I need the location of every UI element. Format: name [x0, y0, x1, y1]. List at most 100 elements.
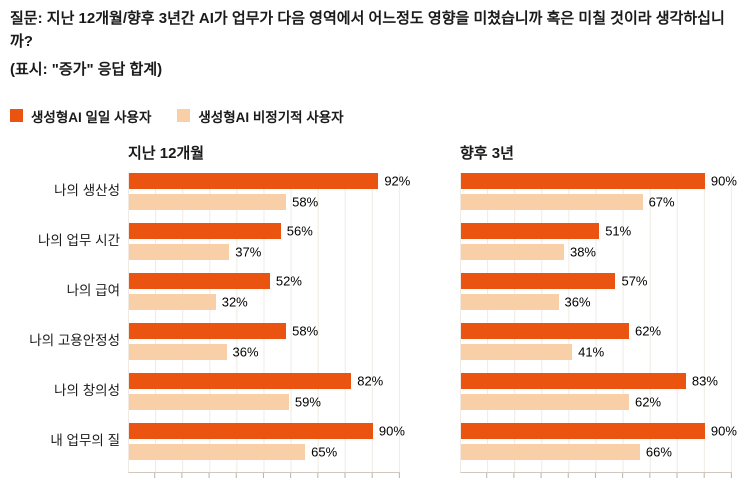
- panel-title-next: 향후 3년: [460, 144, 514, 162]
- value-label: 41%: [578, 344, 605, 359]
- bar-daily-user: [461, 422, 705, 439]
- panel-title-past: 지난 12개월: [128, 144, 205, 162]
- legend-swatch-daily-icon: [10, 109, 23, 122]
- bar-track: 62%: [461, 393, 732, 410]
- bar-daily-user: [129, 422, 373, 439]
- bar-occasional-user: [129, 343, 227, 360]
- legend-label-occasional: 생성형AI 비정기적 사용자: [198, 109, 344, 125]
- bar-group: 56% 37%: [129, 222, 400, 273]
- category-label: 내 업무의 질: [50, 433, 120, 449]
- bar-daily-user: [129, 372, 352, 389]
- panel-next-3-years: 향후 3년 90% 67% 51% 38% 57% 36% 62% 41% 83% 62% 90% 6…: [460, 144, 737, 478]
- bar-track: 65%: [129, 443, 400, 460]
- bar-track: 66%: [461, 443, 732, 460]
- bar-track: 32%: [129, 293, 400, 310]
- value-label: 62%: [635, 394, 662, 409]
- category-label: 나의 창의성: [54, 383, 120, 399]
- bar-track: 67%: [461, 193, 732, 210]
- legend-item-daily: 생성형AI 일일 사용자: [10, 106, 151, 126]
- bar-occasional-user: [461, 243, 564, 260]
- bar-occasional-user: [129, 193, 287, 210]
- value-label: 37%: [235, 244, 262, 259]
- axis-ticks-past: [128, 472, 400, 478]
- chart-legend: 생성형AI 일일 사용자 생성형AI 비정기적 사용자: [10, 106, 735, 126]
- value-label: 83%: [691, 373, 718, 388]
- bar-track: 56%: [129, 222, 400, 239]
- bar-daily-user: [461, 322, 630, 339]
- bar-group: 57% 36%: [461, 272, 732, 323]
- bar-track: 82%: [129, 372, 400, 389]
- category-label: 나의 업무 시간: [37, 233, 120, 249]
- bar-daily-user: [461, 172, 705, 189]
- axis-ticks-next: [460, 472, 732, 478]
- value-label: 66%: [645, 444, 672, 459]
- bar-occasional-user: [461, 343, 573, 360]
- bar-occasional-user: [461, 443, 640, 460]
- value-label: 90%: [710, 173, 737, 188]
- panel-body-next: 90% 67% 51% 38% 57% 36% 62% 41% 83% 62% 90% 66%: [460, 172, 737, 473]
- category-label: 나의 생산성: [54, 183, 120, 199]
- bar-group: 82% 59%: [129, 372, 400, 423]
- value-label: 67%: [648, 194, 675, 209]
- bar-occasional-user: [461, 293, 559, 310]
- bar-track: 59%: [129, 393, 400, 410]
- bar-track: 90%: [461, 172, 737, 189]
- bar-group: 62% 41%: [461, 322, 732, 373]
- panel-body-past: 92% 58% 56% 37% 52% 32% 58% 36% 82% 59% 90% 65%: [128, 172, 410, 473]
- legend-item-occasional: 생성형AI 비정기적 사용자: [177, 106, 344, 126]
- bar-group: 83% 62%: [461, 372, 732, 423]
- value-label: 36%: [564, 294, 591, 309]
- bar-track: 90%: [129, 422, 405, 439]
- value-label: 56%: [286, 223, 313, 238]
- bar-daily-user: [129, 172, 379, 189]
- value-label: 58%: [292, 194, 319, 209]
- category-label: 나의 급여: [66, 283, 120, 299]
- bar-track: 51%: [461, 222, 732, 239]
- bar-group: 51% 38%: [461, 222, 732, 273]
- bar-group: 90% 67%: [461, 172, 737, 223]
- chart-question: 질문: 지난 12개월/향후 3년간 AI가 업무가 다음 영역에서 어느정도 …: [10, 10, 725, 50]
- panel-past-12-months: 지난 12개월 92% 58% 56% 37% 52% 32% 58% 36% 82% 59% 90…: [128, 144, 410, 478]
- legend-swatch-occasional-icon: [177, 109, 191, 122]
- bar-daily-user: [129, 222, 281, 239]
- bar-track: 37%: [129, 243, 400, 260]
- bar-track: 41%: [461, 343, 732, 360]
- bar-track: 36%: [461, 293, 732, 310]
- bar-track: 36%: [129, 343, 400, 360]
- bar-occasional-user: [129, 243, 230, 260]
- bar-occasional-user: [461, 393, 630, 410]
- bar-daily-user: [461, 272, 616, 289]
- value-label: 32%: [221, 294, 248, 309]
- bar-occasional-user: [129, 393, 289, 410]
- bar-track: 83%: [461, 372, 732, 389]
- value-label: 36%: [232, 344, 259, 359]
- survey-chart-page: 질문: 지난 12개월/향후 3년간 AI가 업무가 다음 영역에서 어느정도 …: [10, 8, 737, 478]
- value-label: 92%: [384, 173, 411, 188]
- bar-group: 90% 66%: [461, 422, 737, 473]
- value-label: 58%: [292, 323, 319, 338]
- bar-track: 58%: [129, 193, 400, 210]
- bar-group: 52% 32%: [129, 272, 400, 323]
- bar-daily-user: [129, 322, 287, 339]
- value-label: 62%: [635, 323, 662, 338]
- category-label: 나의 고용안정성: [29, 333, 120, 349]
- bar-track: 58%: [129, 322, 400, 339]
- value-label: 82%: [357, 373, 384, 388]
- value-label: 52%: [275, 273, 302, 288]
- bar-track: 52%: [129, 272, 400, 289]
- value-label: 90%: [378, 423, 405, 438]
- bar-group: 92% 58%: [129, 172, 410, 223]
- value-label: 90%: [710, 423, 737, 438]
- bar-daily-user: [461, 372, 686, 389]
- bar-group: 90% 65%: [129, 422, 405, 473]
- bar-track: 38%: [461, 243, 732, 260]
- value-label: 65%: [311, 444, 338, 459]
- bar-track: 62%: [461, 322, 732, 339]
- value-label: 51%: [605, 223, 632, 238]
- chart-note: (표시: "증가" 응답 합계): [10, 61, 163, 78]
- bar-daily-user: [461, 222, 600, 239]
- bar-daily-user: [129, 272, 270, 289]
- value-label: 59%: [294, 394, 321, 409]
- bar-track: 57%: [461, 272, 732, 289]
